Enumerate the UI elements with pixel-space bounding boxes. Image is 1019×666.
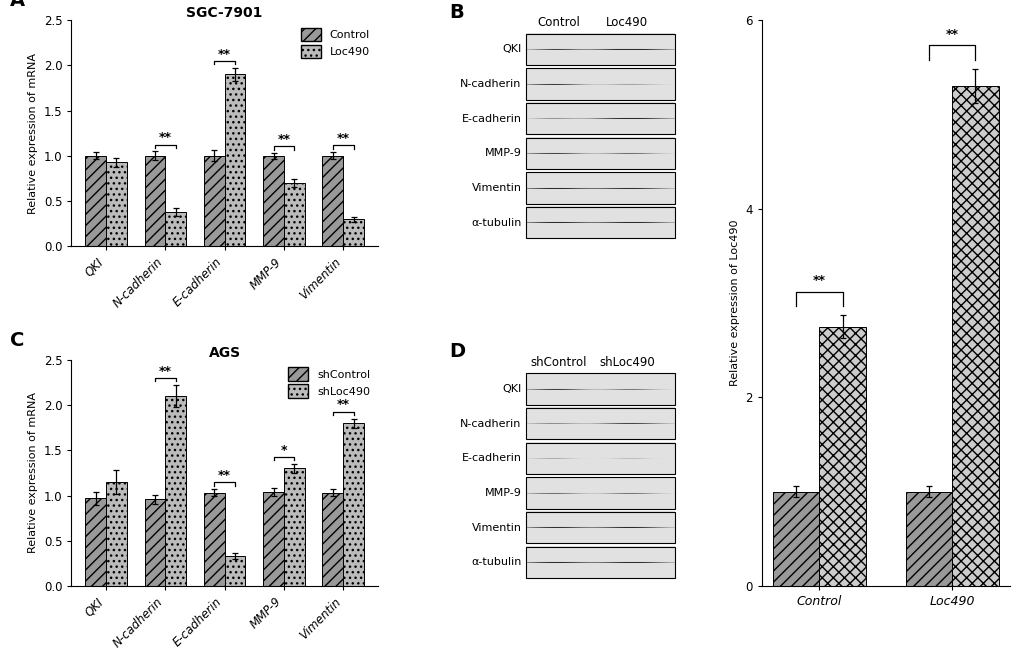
Text: N-cadherin: N-cadherin bbox=[460, 419, 521, 429]
Text: Control: Control bbox=[537, 16, 580, 29]
Bar bbox=[283, 468, 305, 586]
Text: **: ** bbox=[336, 132, 350, 145]
Text: **: ** bbox=[812, 274, 825, 287]
Bar bbox=[145, 499, 165, 586]
Text: **: ** bbox=[159, 131, 171, 144]
Text: N-cadherin: N-cadherin bbox=[460, 79, 521, 89]
Text: E-cadherin: E-cadherin bbox=[462, 114, 521, 124]
Text: **: ** bbox=[945, 28, 958, 41]
Bar bbox=[322, 493, 342, 586]
Text: α-tubulin: α-tubulin bbox=[471, 557, 521, 567]
Bar bbox=[224, 556, 246, 586]
Text: Loc490: Loc490 bbox=[605, 16, 648, 29]
Bar bbox=[86, 156, 106, 246]
Text: QKI: QKI bbox=[502, 44, 521, 54]
Bar bbox=[106, 482, 126, 586]
Title: SGC-7901: SGC-7901 bbox=[186, 6, 263, 20]
Bar bbox=[905, 492, 951, 586]
Bar bbox=[165, 396, 185, 586]
Text: **: ** bbox=[218, 469, 231, 482]
Text: **: ** bbox=[277, 133, 290, 146]
Text: C: C bbox=[10, 331, 24, 350]
Text: Vimentin: Vimentin bbox=[471, 183, 521, 193]
Bar bbox=[951, 86, 998, 586]
Y-axis label: Relative expression of mRNA: Relative expression of mRNA bbox=[29, 392, 38, 553]
Bar bbox=[818, 326, 865, 586]
Bar bbox=[283, 183, 305, 246]
Bar bbox=[772, 492, 818, 586]
Bar bbox=[263, 492, 283, 586]
Bar bbox=[204, 493, 224, 586]
Text: A: A bbox=[10, 0, 25, 11]
Bar bbox=[106, 163, 126, 246]
Text: B: B bbox=[449, 3, 464, 22]
Legend: Control, Loc490: Control, Loc490 bbox=[299, 25, 372, 61]
Bar bbox=[263, 156, 283, 246]
Text: MMP-9: MMP-9 bbox=[484, 488, 521, 498]
Bar bbox=[224, 75, 246, 246]
Bar bbox=[322, 156, 342, 246]
Bar bbox=[204, 156, 224, 246]
Y-axis label: Relative expression of Loc490: Relative expression of Loc490 bbox=[729, 220, 739, 386]
Text: QKI: QKI bbox=[502, 384, 521, 394]
Text: *: * bbox=[280, 444, 287, 457]
Y-axis label: Relative expression of mRNA: Relative expression of mRNA bbox=[29, 53, 38, 214]
Text: **: ** bbox=[336, 398, 350, 412]
Text: shControl: shControl bbox=[530, 356, 586, 369]
Bar bbox=[165, 212, 185, 246]
Text: α-tubulin: α-tubulin bbox=[471, 218, 521, 228]
Bar bbox=[342, 219, 364, 246]
Text: D: D bbox=[449, 342, 465, 362]
Text: shLoc490: shLoc490 bbox=[599, 356, 654, 369]
Text: Vimentin: Vimentin bbox=[471, 523, 521, 533]
Bar bbox=[145, 156, 165, 246]
Text: **: ** bbox=[218, 48, 231, 61]
Text: E-cadherin: E-cadherin bbox=[462, 454, 521, 464]
Bar bbox=[86, 498, 106, 586]
Bar bbox=[342, 423, 364, 586]
Text: **: ** bbox=[159, 365, 171, 378]
Legend: shControl, shLoc490: shControl, shLoc490 bbox=[285, 365, 372, 400]
Text: MMP-9: MMP-9 bbox=[484, 149, 521, 159]
Title: AGS: AGS bbox=[208, 346, 240, 360]
